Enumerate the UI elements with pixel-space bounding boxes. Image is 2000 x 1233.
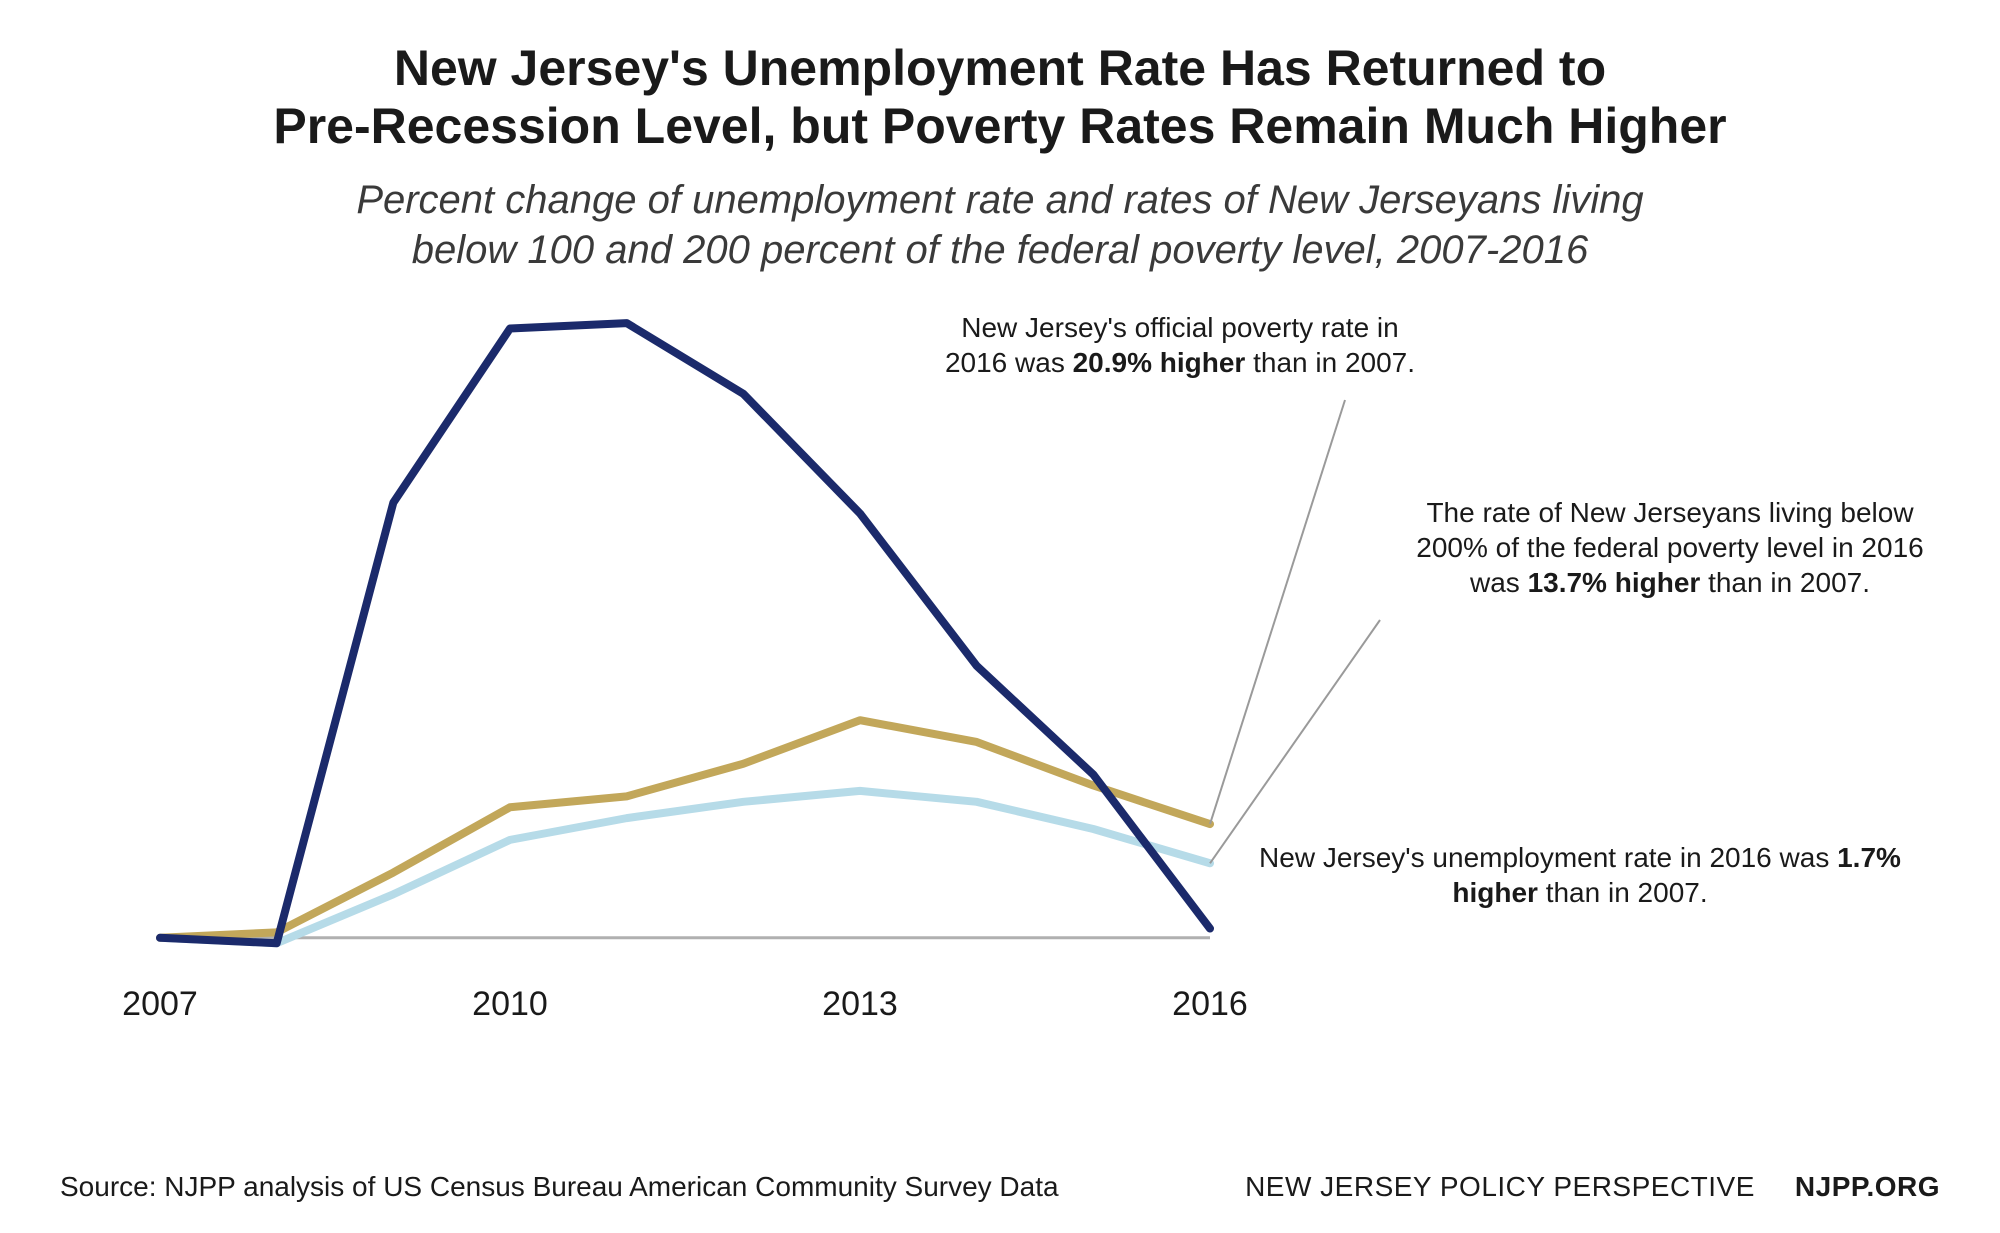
leader-line [1210, 400, 1345, 824]
line-chart-svg: 2007 2010 2013 2016 [60, 285, 1940, 1045]
chart-title: New Jersey's Unemployment Rate Has Retur… [60, 40, 1940, 155]
x-tick-label: 2013 [822, 985, 898, 1023]
org-name: NEW JERSEY POLICY PERSPECTIVE [1245, 1171, 1755, 1203]
annotation-poverty-200fpl: The rate of New Jerseyans living below 2… [1410, 495, 1930, 600]
chart-area: 2007 2010 2013 2016 New Jersey's official p… [60, 285, 1940, 1045]
subtitle-line-1: Percent change of unemployment rate and … [356, 178, 1643, 222]
series-unemployment [160, 323, 1210, 943]
x-tick-label: 2016 [1172, 985, 1248, 1023]
chart-page: New Jersey's Unemployment Rate Has Retur… [0, 0, 2000, 1233]
x-tick-label: 2010 [472, 985, 548, 1023]
series-poverty_100fpl [160, 720, 1210, 938]
chart-subtitle: Percent change of unemployment rate and … [60, 175, 1940, 275]
source-text: Source: NJPP analysis of US Census Burea… [60, 1171, 1059, 1203]
series-poverty_200fpl [160, 791, 1210, 943]
annotation-poverty-100fpl: New Jersey's official poverty rate in 20… [930, 310, 1430, 380]
chart-footer: Source: NJPP analysis of US Census Burea… [60, 1171, 1940, 1203]
x-tick-label: 2007 [122, 985, 198, 1023]
subtitle-line-2: below 100 and 200 percent of the federal… [412, 228, 1588, 272]
title-line-2: Pre-Recession Level, but Poverty Rates R… [273, 98, 1726, 154]
title-line-1: New Jersey's Unemployment Rate Has Retur… [394, 40, 1606, 96]
annotation-unemployment: New Jersey's unemployment rate in 2016 w… [1230, 840, 1930, 910]
footer-right: NEW JERSEY POLICY PERSPECTIVE NJPP.ORG [1245, 1171, 1940, 1203]
org-url: NJPP.ORG [1795, 1171, 1940, 1203]
